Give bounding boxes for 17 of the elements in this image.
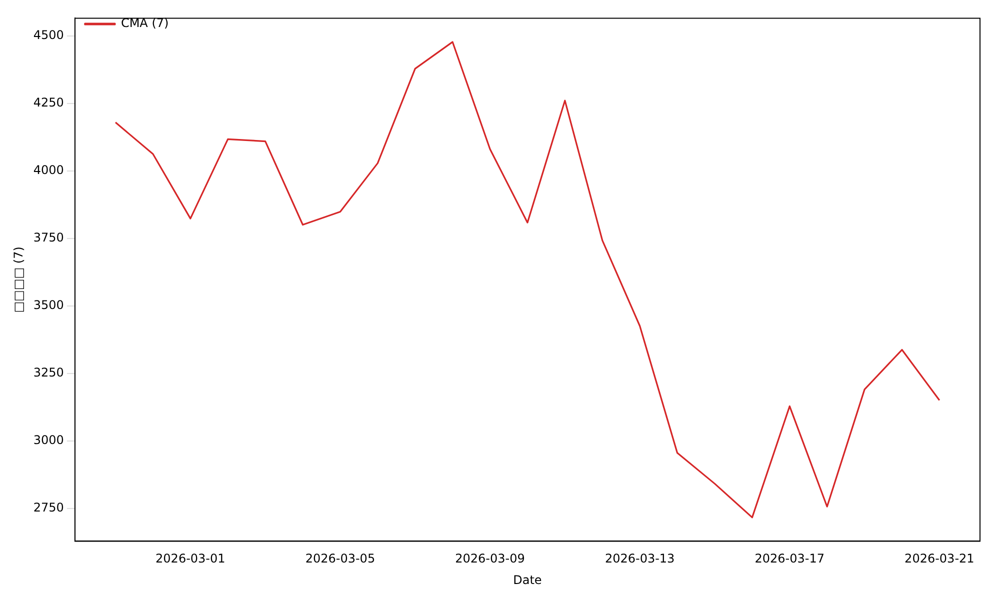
- x-tick-label: 2026-03-17: [754, 552, 824, 566]
- x-tick-label: 2026-03-05: [305, 552, 376, 566]
- x-tick-label: 2026-03-09: [455, 552, 525, 566]
- x-tick-label: 2026-03-13: [604, 552, 675, 566]
- y-tick-label: 3750: [33, 230, 64, 245]
- y-tick-label: 3250: [33, 366, 64, 380]
- y-tick-label: 4500: [33, 28, 64, 42]
- x-tick-label: 2026-03-21: [904, 552, 974, 566]
- y-tick-label: 3000: [33, 433, 64, 448]
- legend-label: CMA (7): [120, 16, 169, 30]
- y-tick-label: 3500: [33, 298, 64, 312]
- y-tick-label: 4250: [33, 96, 64, 110]
- y-tick-label: 4000: [33, 163, 64, 178]
- y-axis-title: □□□□ (7): [11, 246, 26, 313]
- y-tick-label: 2750: [33, 500, 64, 515]
- x-axis-title: Date: [513, 572, 542, 587]
- x-tick-label: 2026-03-01: [156, 552, 226, 566]
